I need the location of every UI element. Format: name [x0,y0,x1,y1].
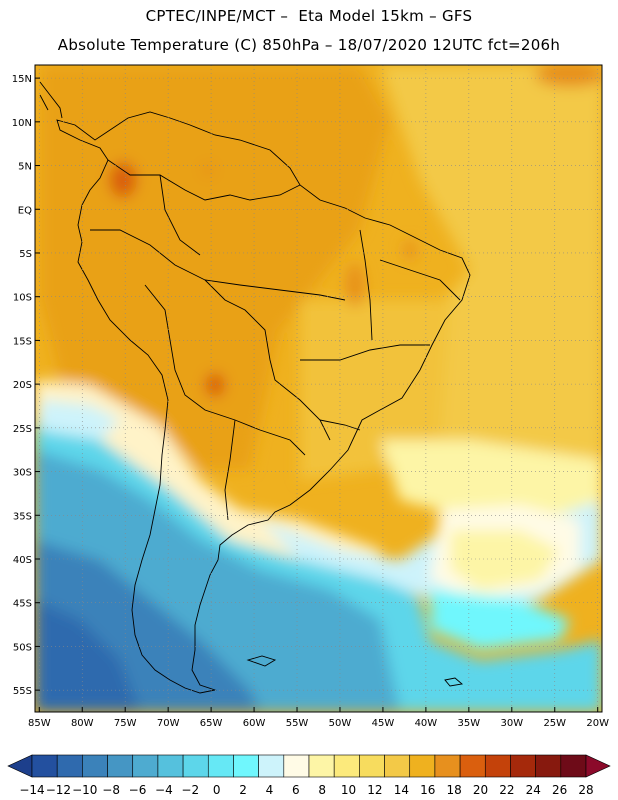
lon-tick-label: 35W [458,718,481,729]
lat-lon-grid [35,65,602,712]
lon-tick-label: 70W [157,718,180,729]
colorbar-swatch [283,754,310,778]
longitude-axis: 85W 80W 75W 70W 65W 60W 55W 50W 45W 40W 35W 30W 25W 2… [28,707,609,729]
lat-tick-label: 35S [13,511,32,522]
lon-tick-label: 85W [28,718,51,729]
colorbar-swatch [560,754,587,778]
colorbar-max-arrow [585,754,611,778]
colorbar-label: 6 [292,783,300,797]
colorbar-min-arrow [7,754,33,778]
colorbar-label: 2 [239,783,247,797]
colorbar-label: 4 [266,783,274,797]
lat-tick-label: EQ [18,205,32,216]
colorbar-swatch [207,754,234,778]
color-scale-bar: −14 −12 −10 −8 −6 −4 −2 0 2 4 6 8 10 12 14 16 18 20 22 24 26… [7,754,611,797]
lat-tick-label: 10N [12,118,32,129]
colorbar-swatch [535,754,562,778]
colorbar-label: 28 [578,783,593,797]
lat-tick-label: 20S [13,380,32,391]
colorbar-swatch [384,754,411,778]
colorbar-label: 12 [367,783,382,797]
colorbar-swatch [82,754,108,778]
lon-tick-label: 75W [114,718,137,729]
lon-tick-label: 65W [200,718,223,729]
colorbar-label: 16 [420,783,435,797]
colorbar-label: −14 [19,783,44,797]
colorbar-label: −4 [155,783,173,797]
colorbar-label: 26 [552,783,567,797]
lon-tick-label: 50W [329,718,352,729]
colorbar-label: 0 [213,783,221,797]
lat-tick-label: 30S [13,468,32,479]
latitude-axis: 15N 10N 5N EQ 5S 10S 15S 20S 25S 30S 35S 40S 45S 50S 5… [12,74,40,697]
colorbar-swatch [359,754,385,778]
colorbar-swatch [157,754,184,778]
colorbar-swatch [233,754,259,778]
lat-tick-label: 45S [13,599,32,610]
lat-tick-label: 25S [13,424,32,435]
colorbar-label: 20 [473,783,488,797]
colorbar-swatch [31,754,58,778]
map-title-line-1: CPTEC/INPE/MCT – Eta Model 15km – GFS [145,7,473,25]
lat-tick-label: 10S [13,293,32,304]
colorbar-swatch [56,754,83,778]
lon-tick-label: 40W [415,718,438,729]
colorbar-label: −10 [72,783,97,797]
colorbar-swatch [182,754,209,778]
lat-tick-label: 55S [13,686,32,697]
colorbar-label: −12 [46,783,71,797]
colorbar-label: 10 [341,783,356,797]
colorbar-label: 14 [394,783,409,797]
colorbar-label: −2 [181,783,199,797]
colorbar-label: 22 [499,783,514,797]
lon-tick-label: 30W [500,718,523,729]
colorbar-label: −6 [129,783,147,797]
lon-tick-label: 25W [543,718,566,729]
lon-tick-label: 60W [243,718,266,729]
lon-tick-label: 45W [372,718,395,729]
colorbar-label: 18 [446,783,461,797]
colorbar-swatch [132,754,159,778]
colorbar-swatch [510,754,536,778]
colorbar-label: 8 [318,783,326,797]
map-title-line-2: Absolute Temperature (C) 850hPa – 18/07/… [57,36,561,54]
colorbar-swatch [258,754,285,778]
colorbar-swatch [409,754,436,778]
temperature-field [35,65,602,712]
lat-tick-label: 40S [13,555,32,566]
lat-tick-label: 5N [18,162,32,173]
lon-tick-label: 20W [586,718,609,729]
map-frame [34,64,603,713]
lat-tick-label: 15N [12,74,32,85]
lat-tick-label: 5S [19,249,32,260]
colorbar-swatch [484,754,511,778]
colorbar-swatch [434,754,461,778]
colorbar-swatch [308,754,335,778]
lat-tick-label: 15S [13,336,32,347]
lon-tick-label: 55W [286,718,309,729]
colorbar-label: 24 [526,783,541,797]
lon-tick-label: 80W [71,718,94,729]
coastlines [39,81,471,694]
colorbar-swatch [459,754,486,778]
colorbar-label: −8 [102,783,120,797]
colorbar-swatch [107,754,134,778]
colorbar-swatch [333,754,360,778]
lat-tick-label: 50S [13,642,32,653]
